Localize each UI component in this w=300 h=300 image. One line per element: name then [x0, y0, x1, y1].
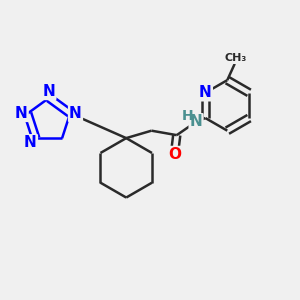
Text: N: N — [199, 85, 212, 100]
Text: N: N — [69, 106, 82, 121]
Text: H: H — [181, 109, 193, 123]
Text: N: N — [15, 106, 28, 121]
Text: CH₃: CH₃ — [224, 53, 246, 64]
Text: N: N — [24, 135, 37, 150]
Text: O: O — [168, 147, 181, 162]
Text: N: N — [43, 84, 55, 99]
Text: N: N — [190, 114, 202, 129]
